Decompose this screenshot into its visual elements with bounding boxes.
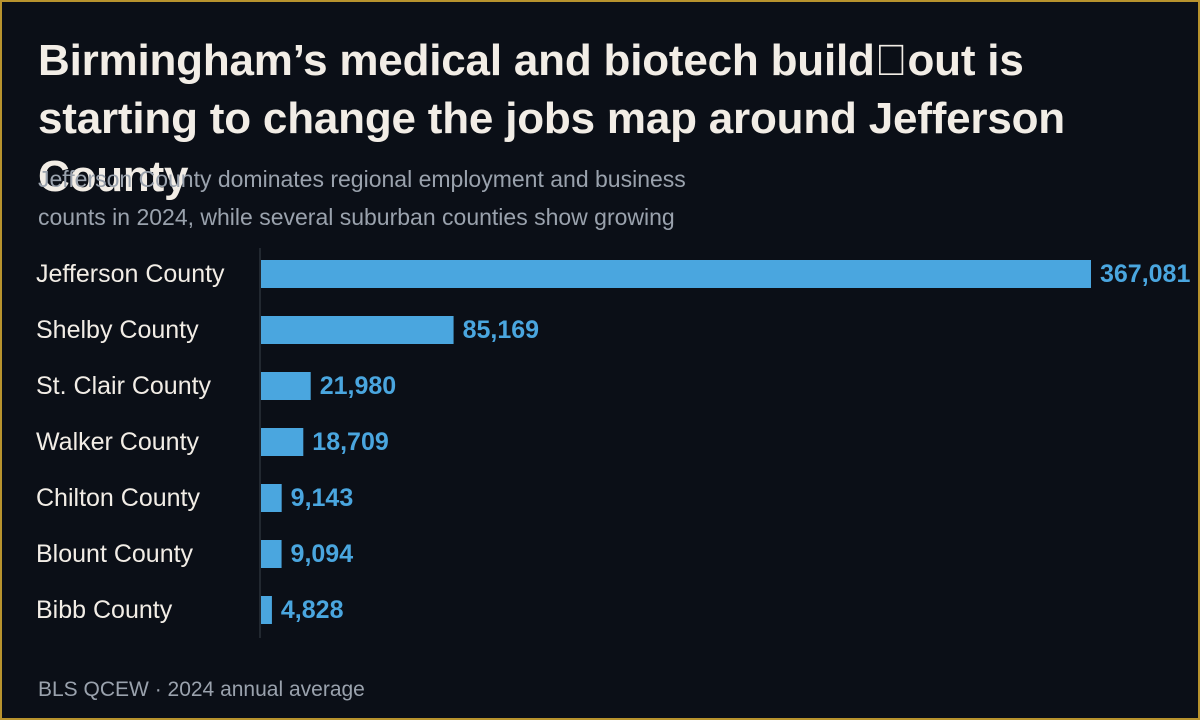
- chart-title: Birmingham’s medical and biotech build o…: [38, 36, 1065, 201]
- value-label: 21,980: [320, 372, 396, 400]
- chart-subtitle: Jefferson County dominates regional empl…: [38, 166, 686, 230]
- value-label: 9,094: [291, 540, 354, 568]
- bar: [261, 372, 311, 400]
- category-label: Chilton County: [36, 484, 200, 512]
- value-label: 85,169: [463, 316, 539, 344]
- category-label: Blount County: [36, 540, 194, 568]
- category-label: Shelby County: [36, 316, 199, 344]
- source-note: BLS QCEW · 2024 annual average: [38, 678, 365, 701]
- category-label: St. Clair County: [36, 372, 212, 400]
- bar: [261, 260, 1091, 288]
- value-label: 9,143: [291, 484, 354, 512]
- value-label: 367,081: [1100, 260, 1190, 288]
- bar: [261, 540, 282, 568]
- category-label: Jefferson County: [36, 260, 225, 288]
- bar: [261, 428, 304, 456]
- value-label: 4,828: [281, 596, 344, 624]
- value-label: 18,709: [312, 428, 388, 456]
- category-label: Bibb County: [36, 596, 173, 624]
- bar: [261, 484, 282, 512]
- bar: [261, 596, 272, 624]
- category-label: Walker County: [36, 428, 200, 456]
- bar: [261, 316, 454, 344]
